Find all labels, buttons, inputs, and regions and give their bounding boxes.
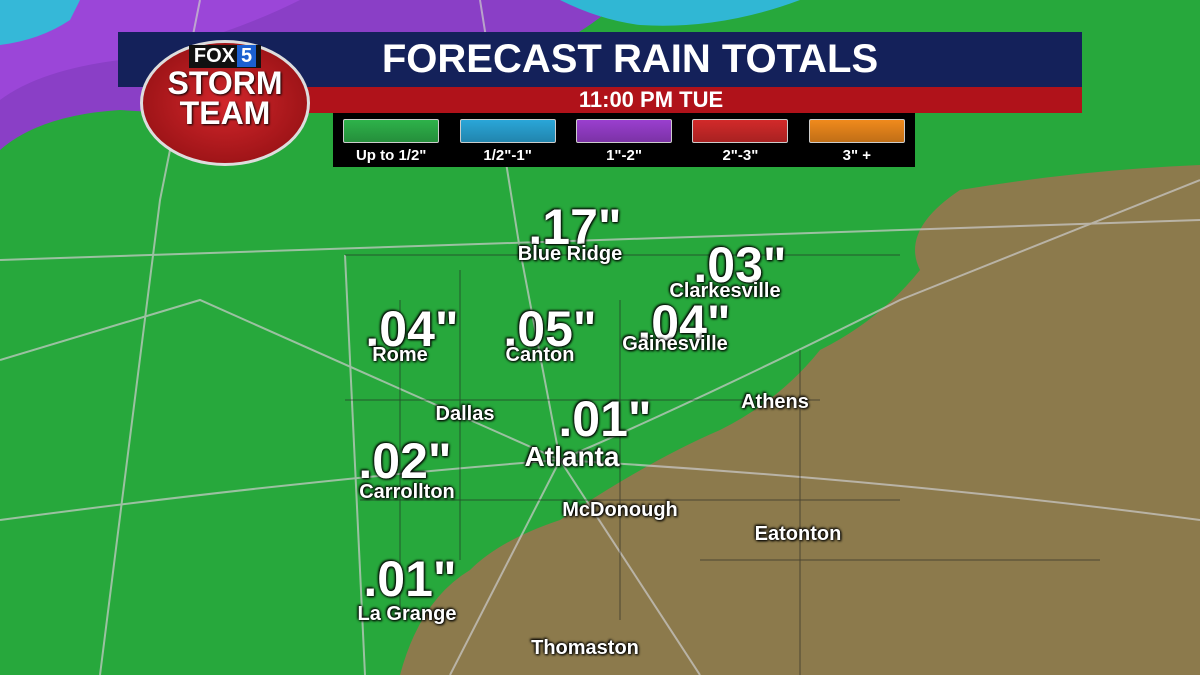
rain-total: .01" bbox=[363, 551, 457, 607]
legend-item: 1/2"-1" bbox=[449, 113, 565, 167]
logo: FOX 5 STORM TEAM bbox=[140, 40, 310, 166]
city-name: La Grange bbox=[357, 603, 457, 625]
city-name: Thomaston bbox=[531, 637, 639, 659]
rain-total: .04" bbox=[637, 295, 731, 351]
legend-item: 3" + bbox=[799, 113, 915, 167]
legend-item: 2"-3" bbox=[682, 113, 798, 167]
rain-total: .17" bbox=[528, 199, 622, 255]
legend-label: 3" + bbox=[842, 147, 872, 164]
city-name: Canton bbox=[505, 344, 575, 366]
city-name: Carrollton bbox=[359, 481, 455, 503]
city-name: Atlanta bbox=[524, 441, 620, 472]
time: 11:00 PM TUE bbox=[300, 87, 1082, 113]
rain-total: .04" bbox=[365, 301, 459, 357]
legend: Up to 1/2" 1/2"-1" 1"-2" 2"-3" 3" + bbox=[333, 113, 915, 167]
legend-item: Up to 1/2" bbox=[333, 113, 449, 167]
city-name: Clarkesville bbox=[669, 280, 781, 302]
city-name: Rome bbox=[372, 344, 428, 366]
legend-label: 2"-3" bbox=[722, 147, 759, 164]
legend-swatch bbox=[576, 119, 673, 143]
legend-label: 1/2"-1" bbox=[483, 147, 532, 164]
legend-item: 1"-2" bbox=[566, 113, 682, 167]
legend-swatch bbox=[808, 119, 905, 143]
city-name: Dallas bbox=[435, 403, 495, 425]
rain-total: .01" bbox=[558, 391, 652, 447]
logo-brand: FOX 5 bbox=[188, 45, 262, 68]
city-name: McDonough bbox=[562, 499, 678, 521]
city-name: Gainesville bbox=[622, 333, 728, 355]
brand: FOX bbox=[193, 45, 235, 67]
legend-swatch bbox=[692, 119, 789, 143]
legend-swatch bbox=[343, 119, 440, 143]
rain-total: .03" bbox=[693, 237, 787, 293]
city-name: Eatonton bbox=[754, 523, 842, 545]
city-name: Athens bbox=[741, 391, 809, 413]
legend-swatch bbox=[459, 119, 556, 143]
rain-total: .05" bbox=[503, 301, 597, 357]
rain-total: .02" bbox=[358, 433, 452, 489]
logo-line: TEAM bbox=[179, 95, 271, 131]
legend-label: 1"-2" bbox=[606, 147, 642, 164]
legend-label: Up to 1/2" bbox=[355, 147, 427, 164]
city-name: Blue Ridge bbox=[517, 243, 623, 265]
channel: 5 bbox=[237, 45, 257, 67]
logo-line: STORM bbox=[167, 65, 283, 101]
